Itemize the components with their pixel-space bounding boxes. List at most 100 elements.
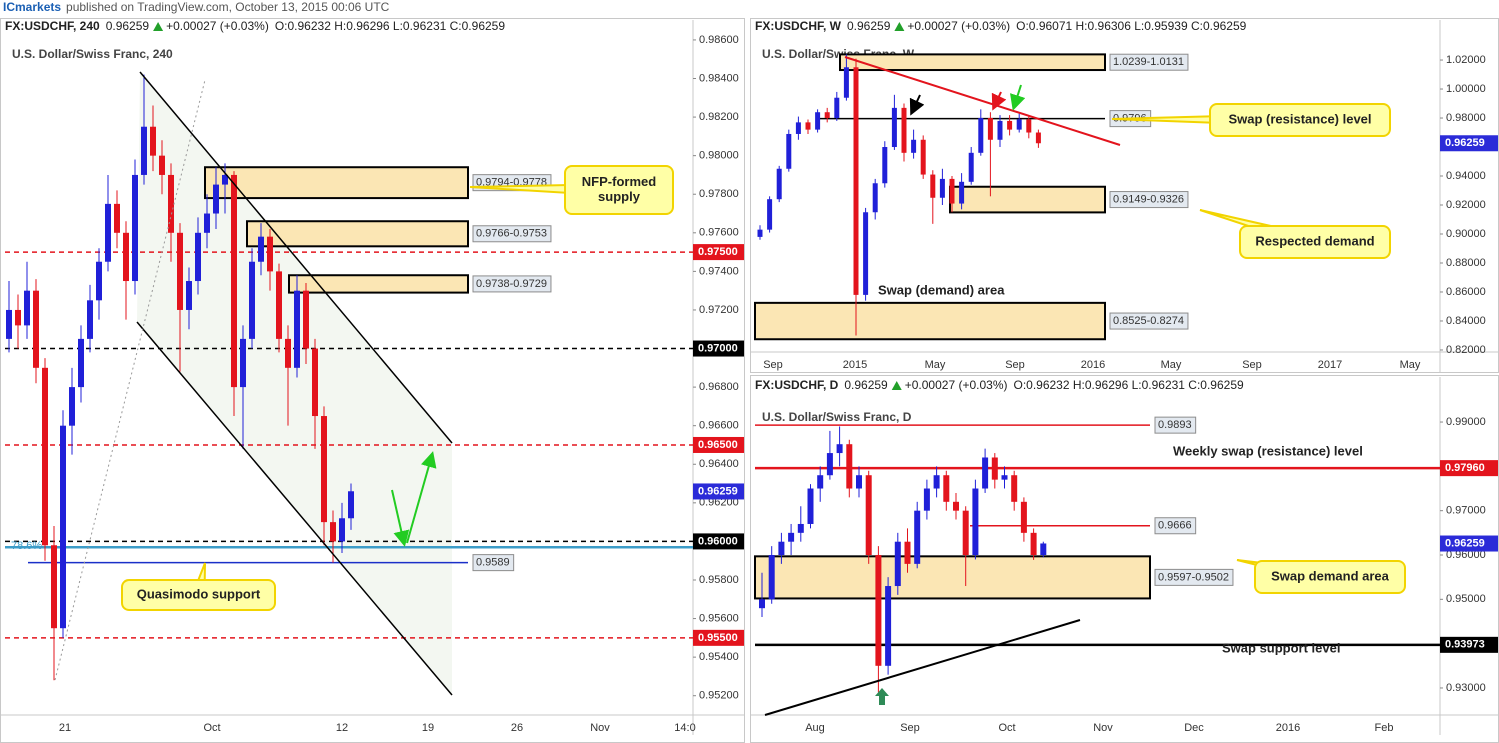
candle-body — [882, 147, 888, 184]
y-tick-label: 0.98000 — [699, 150, 739, 162]
candle-body — [856, 475, 862, 489]
y-tick-label: 0.94000 — [1446, 170, 1486, 182]
y-tick-label: 0.97000 — [1446, 505, 1486, 517]
supply-demand-zone — [204, 166, 469, 200]
candle-body — [105, 203, 111, 262]
candle-body — [824, 112, 830, 119]
last-price-tag — [693, 483, 744, 500]
red-arrow — [991, 91, 1007, 111]
y-tick-label: 1.00000 — [1446, 83, 1486, 95]
supply-demand-zone — [754, 555, 1151, 600]
axis-price-label: 0.96500 — [698, 439, 738, 451]
y-tick-label: 0.96400 — [699, 458, 739, 470]
candle-body — [1020, 501, 1027, 533]
y-tick-label: 0.98000 — [1446, 112, 1486, 124]
up-triangle — [894, 22, 905, 31]
candle-body — [285, 338, 291, 368]
candle-body — [24, 290, 30, 326]
level-label-box — [472, 554, 515, 572]
candle-body — [267, 236, 273, 272]
zone-label: 0.9738-0.9729 — [476, 278, 547, 290]
candle-body — [15, 309, 21, 326]
y-tick-label: 0.98200 — [699, 111, 739, 123]
y-tick-label: 0.99000 — [1446, 416, 1486, 428]
y-tick-label: 0.97800 — [699, 188, 739, 200]
supply-demand-zone — [288, 274, 469, 294]
axis-price-tag — [693, 340, 744, 357]
y-tick-label: 0.96200 — [699, 497, 739, 509]
zone-label-box — [1109, 191, 1189, 209]
supply-demand-zone — [754, 301, 1106, 341]
callout-text: supply — [598, 189, 641, 204]
x-tick-label: May — [1161, 359, 1182, 371]
y-tick-label: 0.88000 — [1446, 257, 1486, 269]
y-tick-label: 0.86000 — [1446, 286, 1486, 298]
last-price-tag — [1440, 135, 1498, 152]
quote-change: +0.00027 (+0.03%) — [907, 19, 1010, 33]
candle-body — [150, 126, 156, 156]
level-label: 0.9893 — [1158, 419, 1192, 431]
quote-change: +0.00027 (+0.03%) — [905, 378, 1008, 392]
candle-body — [1030, 532, 1037, 555]
x-tick-label: 2016 — [1276, 722, 1300, 734]
candle-body — [78, 338, 84, 388]
fib-trendline — [54, 79, 206, 681]
candle-body — [997, 120, 1003, 140]
callout-box — [1209, 103, 1391, 137]
candle-body — [768, 555, 775, 600]
candle-body — [6, 309, 12, 339]
axis-price-tag — [693, 533, 744, 550]
chart-title: U.S. Dollar/Swiss Franc, 240 — [12, 47, 173, 61]
candle-body — [786, 133, 792, 169]
zone-label-box — [1154, 568, 1234, 586]
candle-body — [817, 475, 824, 489]
candle-body — [865, 475, 872, 555]
zone-label: 0.9597-0.9502 — [1158, 571, 1229, 583]
candle-body — [759, 599, 765, 609]
brand-link[interactable]: ICmarkets — [3, 0, 61, 14]
fib-label: 78.6% — [11, 540, 42, 552]
candle-body — [843, 67, 849, 98]
axis-price-label: 0.93973 — [1445, 639, 1485, 651]
channel-lower — [136, 321, 453, 696]
candle-body — [231, 174, 237, 388]
x-tick-label: Oct — [203, 722, 220, 734]
candle-body — [240, 338, 246, 388]
candle-body — [923, 488, 930, 511]
annotation-text: Swap support level — [1222, 640, 1340, 655]
candle-body — [959, 181, 965, 204]
candle-body — [978, 118, 984, 153]
candle-body — [872, 183, 878, 213]
quote-ohlc: O:0.96232 H:0.96296 L:0.96231 C:0.96259 — [1013, 378, 1244, 392]
y-tick-label: 0.97400 — [699, 265, 739, 277]
green-arrow — [391, 489, 410, 547]
x-tick-label: Sep — [1242, 359, 1262, 371]
candle-body — [168, 174, 174, 233]
candle-body — [1035, 132, 1041, 144]
candle-body — [33, 290, 39, 368]
candle-body — [87, 300, 93, 339]
quote-price: 0.96259 — [106, 19, 150, 33]
zone-label: 0.9149-0.9326 — [1113, 193, 1184, 205]
candle-body — [321, 416, 327, 523]
y-tick-label: 0.98400 — [699, 72, 739, 84]
candle-body — [60, 425, 66, 629]
callout-box — [121, 579, 276, 611]
axis-price-tag — [693, 436, 744, 453]
candle-body — [96, 261, 102, 301]
callout-text: Swap demand area — [1271, 568, 1390, 583]
supply-demand-zone — [839, 53, 1106, 72]
candle-body — [863, 212, 869, 295]
y-tick-label: 0.92000 — [1446, 199, 1486, 211]
x-tick-label: 2016 — [1081, 359, 1105, 371]
supply-demand-zone — [949, 185, 1106, 214]
publish-note: published on TradingView.com, October 13… — [66, 0, 390, 14]
candle-body — [123, 232, 129, 282]
y-tick-label: 0.93000 — [1446, 682, 1486, 694]
y-tick-label: 0.82000 — [1446, 344, 1486, 356]
quote-ohlc: O:0.96071 H:0.96306 L:0.95939 C:0.96259 — [1016, 19, 1247, 33]
candle-body — [222, 174, 228, 185]
candle-body — [953, 501, 959, 511]
callout-box — [1254, 560, 1406, 594]
